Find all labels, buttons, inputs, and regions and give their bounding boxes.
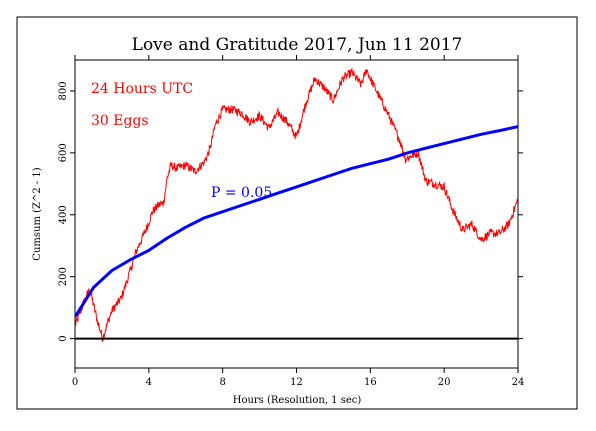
x-axis-label: Hours (Resolution, 1 sec) [233, 395, 362, 406]
x-tick-label: 0 [72, 377, 78, 388]
x-tick-label: 16 [364, 377, 377, 388]
annotation-pvalue: P = 0.05 [211, 185, 272, 201]
y-tick-label: 400 [58, 205, 69, 224]
y-tick-label: 200 [58, 267, 69, 286]
series-p05-envelope-line [75, 125, 518, 318]
plot-area [74, 59, 519, 369]
annotation-hours: 24 Hours UTC [91, 81, 193, 97]
x-tick-label: 24 [512, 377, 525, 388]
x-tick-label: 4 [146, 377, 152, 388]
y-tick-label: 800 [58, 81, 69, 100]
y-tick-label: 600 [58, 143, 69, 162]
chart-title: Love and Gratitude 2017, Jun 11 2017 [132, 35, 463, 55]
annotation-eggs: 30 Eggs [91, 113, 149, 129]
x-tick-label: 8 [219, 377, 225, 388]
x-tick-label: 12 [290, 377, 303, 388]
x-tick-label: 20 [438, 377, 451, 388]
y-tick-label: 0 [58, 335, 69, 341]
y-axis-label: Cumsum (Z^2 - 1) [32, 167, 43, 260]
series-cumsum-line [75, 67, 518, 343]
